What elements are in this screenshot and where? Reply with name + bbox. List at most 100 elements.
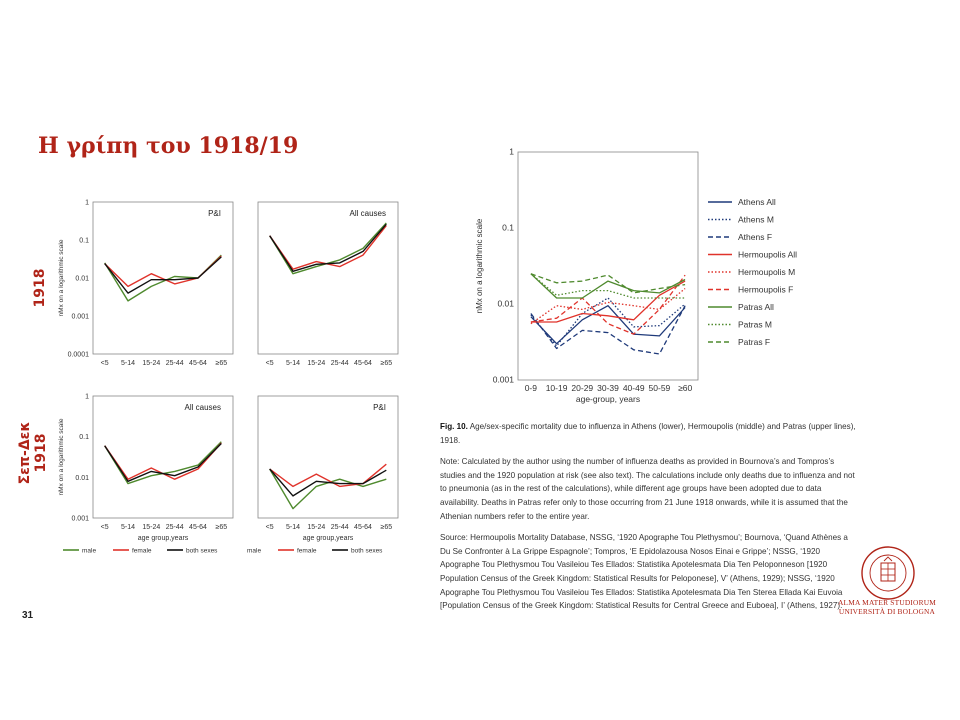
y-tick-label: 0.1 <box>502 223 514 233</box>
x-tick-label: <5 <box>266 524 274 531</box>
x-tick-label: 45-64 <box>354 360 372 367</box>
side-label-line2: 1918 <box>33 433 49 473</box>
plot-frame <box>517 151 699 381</box>
legend-label: Athens F <box>738 232 772 242</box>
legend-label: Hermoupolis F <box>738 285 793 295</box>
page-number: 31 <box>22 610 34 621</box>
x-axis-label: age group,years <box>303 535 354 542</box>
x-tick-label: 25-44 <box>166 524 184 531</box>
caption-note: Note: Calculated by the author using the… <box>440 457 855 521</box>
chart-all-causes-sep-dec-1918: 1 0.1 0.01 0.001 nMx on a logarithmic scale <… <box>58 394 234 555</box>
series-line <box>530 305 686 345</box>
y-tick-label: 0.1 <box>79 238 89 245</box>
chart-all-causes-1918: <5 5-14 15-24 25-44 45-64 ≥65 All causes <box>257 201 399 367</box>
x-tick-label: 25-44 <box>331 524 349 531</box>
legend-label: Patras All <box>738 302 774 312</box>
x-tick-label: <5 <box>101 524 109 531</box>
slide-title: Η γρίπη του 1918/19 <box>38 133 299 159</box>
x-tick-label: ≥60 <box>678 383 692 393</box>
y-axis-label: nMx on a logarithmic scale <box>58 239 65 316</box>
x-tick-label: 15-24 <box>307 360 325 367</box>
y-tick-label: 1 <box>509 147 514 157</box>
x-tick-label: 25-44 <box>331 360 349 367</box>
chart-pi-1918: 1 0.1 0.01 0.001 0.0001 nMx on a logarithmic … <box>58 200 234 367</box>
series-line <box>104 256 222 294</box>
legend-label: both sexes <box>186 548 218 555</box>
series-line <box>530 297 686 347</box>
x-axis-label: age group,years <box>138 535 189 542</box>
series-line <box>269 468 387 497</box>
x-tick-label: 20-29 <box>571 383 593 393</box>
panel-title: P&I <box>373 403 386 412</box>
y-tick-label: 1 <box>85 394 89 401</box>
x-tick-label: 10-19 <box>546 383 568 393</box>
x-tick-label: 5-14 <box>286 524 300 531</box>
x-tick-label: ≥65 <box>381 360 393 367</box>
x-tick-label: ≥65 <box>216 360 228 367</box>
x-tick-label: 50-59 <box>649 383 671 393</box>
y-tick-label: 1 <box>85 200 89 207</box>
legend-label: Patras F <box>738 337 770 347</box>
legend-label: Athens M <box>738 215 774 225</box>
y-tick-label: 0.01 <box>497 299 514 309</box>
university-name: ALMA MATER STUDIORUM UNIVERSITÀ DI BOLOG… <box>832 598 942 616</box>
x-tick-label: 45-64 <box>189 524 207 531</box>
legend-label: female <box>132 548 152 555</box>
series-line <box>104 254 222 302</box>
x-axis-label: age-group, years <box>576 394 640 404</box>
university-seal-icon <box>861 546 915 600</box>
series-line <box>530 280 686 323</box>
x-tick-label: 15-24 <box>142 524 160 531</box>
legend-label: Hermoupolis M <box>738 267 795 277</box>
x-tick-label: 0-9 <box>525 383 538 393</box>
x-tick-label: 5-14 <box>286 360 300 367</box>
y-tick-label: 0.01 <box>75 475 89 482</box>
x-tick-label: <5 <box>266 360 274 367</box>
legend-label: male <box>247 548 261 555</box>
panel-title: All causes <box>185 403 221 412</box>
legend-label: Patras M <box>738 320 772 330</box>
y-tick-label: 0.001 <box>71 314 89 321</box>
x-tick-label: 45-64 <box>354 524 372 531</box>
chart-pi-sep-dec-1918: <5 5-14 15-24 25-44 45-64 ≥65 age group,years P… <box>247 395 399 555</box>
x-tick-label: 45-64 <box>189 360 207 367</box>
y-tick-label: 0.0001 <box>68 352 90 359</box>
series-line <box>269 463 387 488</box>
legend-label: female <box>297 548 317 555</box>
x-tick-label: 15-24 <box>307 524 325 531</box>
panel-title: P&I <box>208 209 221 218</box>
side-label-line1: Σεπ-Δεκ <box>17 421 33 485</box>
x-tick-label: 40-49 <box>623 383 645 393</box>
y-axis-label: nMx on a logarithmic scale <box>475 218 484 313</box>
y-axis-label: nMx on a logarithmic scale <box>58 418 65 495</box>
y-tick-label: 0.01 <box>75 276 89 283</box>
side-label-sep-dec-1918: Σεπ-Δεκ 1918 <box>17 408 53 498</box>
plot-frame <box>92 201 234 355</box>
x-tick-label: 15-24 <box>142 360 160 367</box>
side-label-1918-text: 1918 <box>32 268 48 308</box>
x-tick-label: ≥65 <box>381 524 393 531</box>
series-line <box>530 274 686 335</box>
x-tick-label: 25-44 <box>166 360 184 367</box>
university-name-line2: UNIVERSITÀ DI BOLOGNA <box>838 607 936 616</box>
panel-title: All causes <box>350 209 386 218</box>
series-line <box>530 273 686 294</box>
x-tick-label: ≥65 <box>216 524 228 531</box>
caption-label: Fig. 10. <box>440 422 468 431</box>
chart-influenza-cities: 1 0.1 0.01 0.001 nMx on a logarithmic scale 0… <box>475 147 797 405</box>
figure-caption: Fig. 10. Age/sex-specific mortality due … <box>440 420 860 621</box>
series-line <box>269 223 387 273</box>
y-tick-label: 0.001 <box>71 516 89 523</box>
series-line <box>530 273 686 299</box>
series-line <box>104 443 222 483</box>
legend-label: male <box>82 548 96 555</box>
caption-title: Fig. 10. Age/sex-specific mortality due … <box>440 420 860 447</box>
caption-text: Age/sex-specific mortality due to influe… <box>440 422 856 445</box>
x-tick-label: 5-14 <box>121 524 135 531</box>
x-tick-label: 5-14 <box>121 360 135 367</box>
caption-source: Source: Hermoupolis Mortality Database, … <box>440 533 848 611</box>
legend-label: Hermoupolis All <box>738 250 797 260</box>
plot-frame <box>257 395 399 519</box>
x-tick-label: 30-39 <box>597 383 619 393</box>
legend-label: both sexes <box>351 548 383 555</box>
